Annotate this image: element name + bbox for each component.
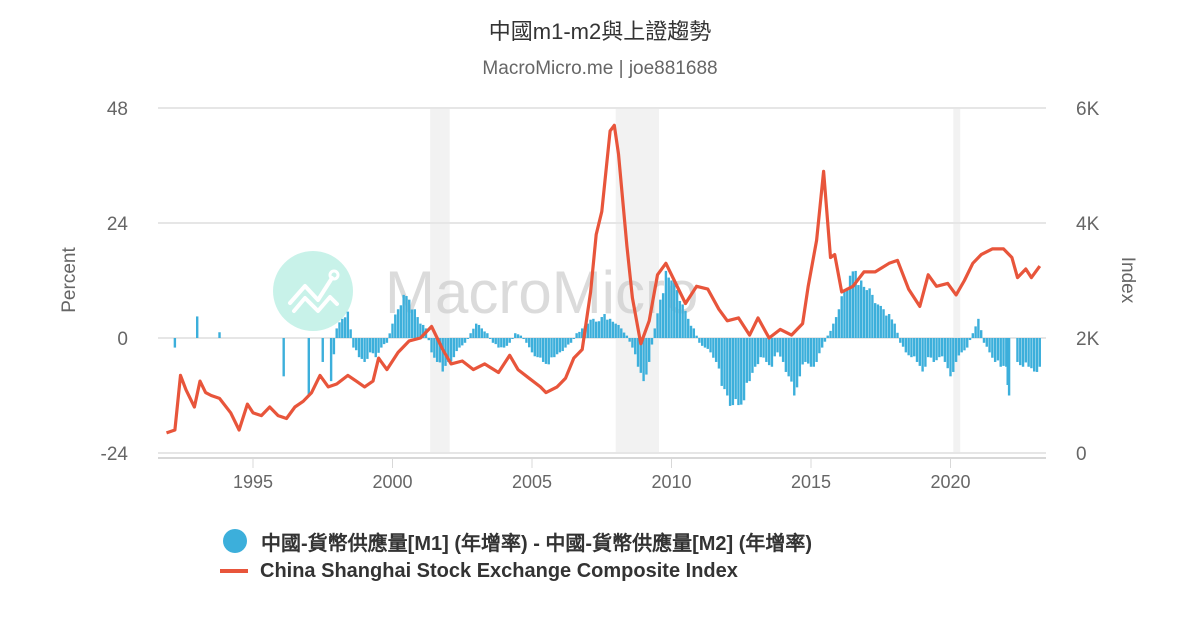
legend-item-shanghai-index[interactable]: China Shanghai Stock Exchange Composite … [220, 556, 812, 586]
left-axis-title: Percent [59, 247, 80, 313]
svg-text:2K: 2K [1076, 329, 1100, 350]
chart-subtitle: MacroMicro.me | joe881688 [482, 58, 718, 79]
axes: 48 24 0 -24 6K 4K 2K 0 1995 2000 2005 2010 2015 2020 [101, 99, 1100, 492]
svg-text:24: 24 [107, 214, 129, 235]
svg-text:0: 0 [1076, 444, 1087, 465]
svg-text:2005: 2005 [512, 472, 552, 492]
legend-label: 中國-貨幣供應量[M1] (年增率) - 中國-貨幣供應量[M2] (年增率) [261, 532, 813, 555]
chart-title: 中國m1-m2與上證趨勢 [488, 19, 712, 44]
watermark-text: MacroMicro [385, 259, 698, 326]
svg-text:2000: 2000 [372, 472, 412, 492]
svg-text:4K: 4K [1076, 214, 1100, 235]
svg-text:2020: 2020 [930, 472, 970, 492]
svg-text:1995: 1995 [233, 472, 273, 492]
circle-marker-icon [223, 529, 247, 553]
legend-item-m1-m2[interactable]: 中國-貨幣供應量[M1] (年增率) - 中國-貨幣供應量[M2] (年增率) [222, 526, 812, 556]
shaded-periods [430, 108, 961, 453]
shanghai-index-line [165, 123, 1042, 435]
svg-text:0: 0 [117, 329, 128, 350]
svg-text:48: 48 [107, 99, 128, 120]
svg-text:-24: -24 [101, 444, 129, 465]
svg-text:2015: 2015 [791, 472, 831, 492]
m1-m2-bars [173, 270, 1041, 406]
watermark: MacroMicro [273, 251, 698, 331]
watermark-logo-icon [273, 251, 353, 331]
legend-label: China Shanghai Stock Exchange Composite … [260, 559, 738, 582]
legend: 中國-貨幣供應量[M1] (年增率) - 中國-貨幣供應量[M2] (年增率) … [220, 526, 812, 586]
right-axis-title: Index [1117, 257, 1138, 304]
svg-text:6K: 6K [1076, 99, 1100, 120]
svg-text:2010: 2010 [651, 472, 691, 492]
line-marker-icon [220, 569, 248, 573]
